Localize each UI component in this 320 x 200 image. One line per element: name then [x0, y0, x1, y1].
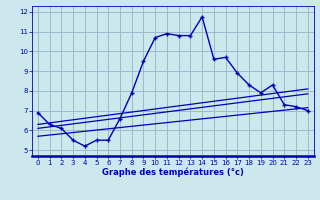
X-axis label: Graphe des températures (°c): Graphe des températures (°c) [102, 168, 244, 177]
